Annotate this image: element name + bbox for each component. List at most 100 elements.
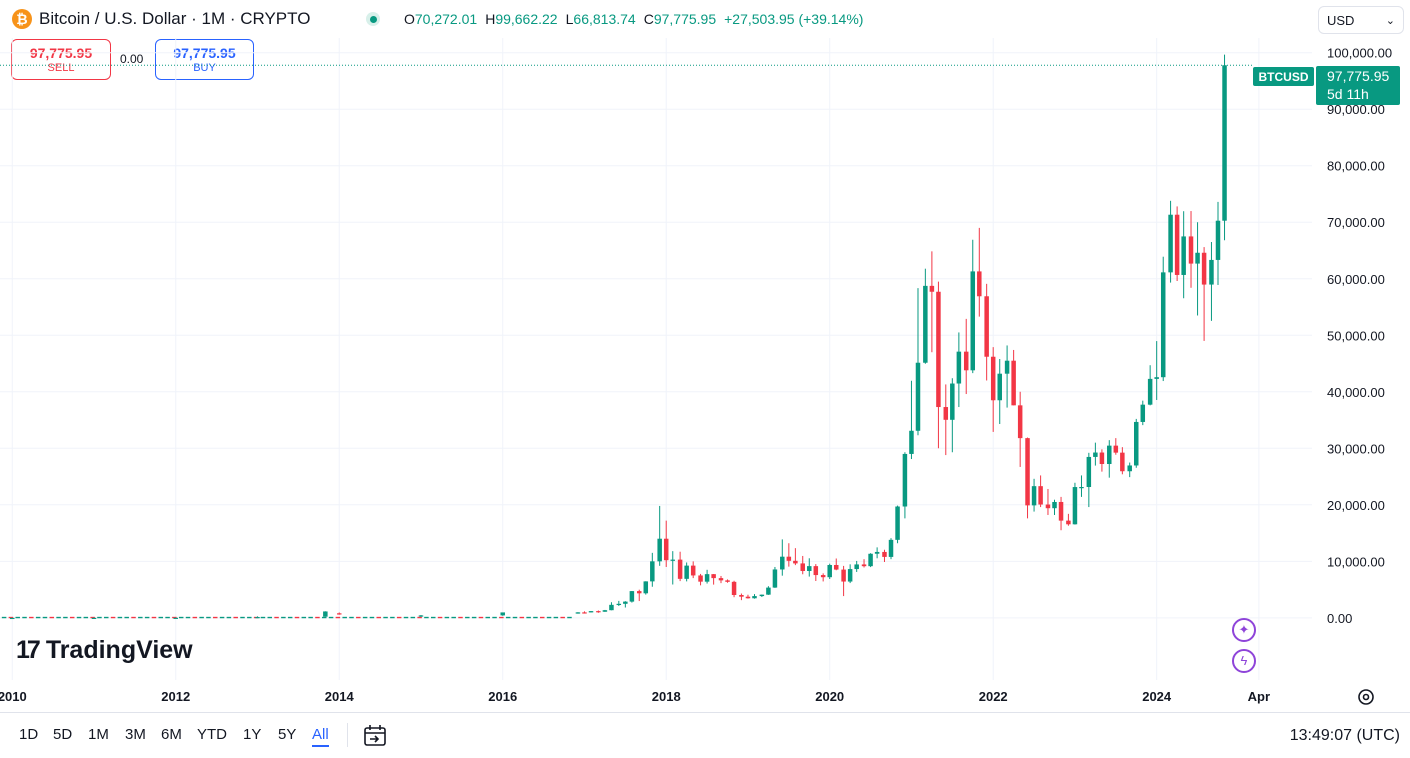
- candle: [362, 616, 368, 619]
- candle-body: [1174, 214, 1180, 275]
- x-tick-label: 2010: [0, 689, 27, 704]
- candle: [704, 569, 710, 584]
- range-button-ytd[interactable]: YTD: [197, 726, 227, 743]
- candle-body: [731, 581, 737, 596]
- candle-body: [10, 617, 15, 620]
- candle-body: [950, 383, 955, 420]
- candle-body: [1086, 456, 1092, 488]
- market-status-icon[interactable]: [366, 12, 380, 26]
- calendar-goto-icon[interactable]: [362, 723, 388, 749]
- candle: [369, 616, 375, 619]
- ohlc-legend: O70,272.01 H99,662.22 L66,813.74 C97,775.95…: [404, 11, 863, 27]
- range-button-1m[interactable]: 1M: [88, 726, 109, 743]
- candle: [868, 553, 873, 568]
- candle-body: [963, 351, 969, 371]
- candle: [444, 616, 450, 619]
- sparkle-icon[interactable]: ✦: [1232, 618, 1256, 642]
- candle-body: [596, 611, 601, 613]
- candle: [219, 616, 225, 619]
- candle: [629, 590, 635, 603]
- candle: [144, 616, 150, 619]
- symbol-title[interactable]: Bitcoin / U.S. Dollar · 1M · CRYPTO: [39, 9, 311, 28]
- candle-body: [1134, 421, 1139, 466]
- candle: [936, 281, 941, 449]
- candle: [322, 616, 327, 619]
- candle: [117, 616, 123, 619]
- candle: [323, 611, 328, 617]
- candle: [1188, 211, 1194, 288]
- candle: [418, 615, 424, 617]
- candle: [963, 318, 969, 395]
- candle: [110, 616, 116, 619]
- candle: [410, 616, 416, 619]
- range-button-3m[interactable]: 3M: [125, 726, 146, 743]
- range-button-1d[interactable]: 1D: [19, 726, 39, 743]
- candle: [997, 359, 1002, 424]
- candle: [390, 616, 395, 619]
- candle-body: [173, 617, 178, 619]
- utc-clock[interactable]: 13:49:07 (UTC): [1289, 727, 1400, 744]
- candle: [499, 616, 504, 619]
- candle-body: [739, 595, 744, 597]
- close-label: C: [643, 11, 654, 27]
- candle-body: [1079, 487, 1084, 489]
- tradingview-wordmark: TradingView: [45, 636, 193, 664]
- candle-body: [1140, 404, 1146, 422]
- candle: [813, 564, 819, 581]
- candle: [1160, 256, 1166, 382]
- y-tick-label: 100,000.00: [1327, 46, 1392, 61]
- close-value: 97,775.95: [653, 11, 717, 27]
- candle-body: [1181, 236, 1186, 275]
- candle: [308, 616, 313, 619]
- range-button-1y[interactable]: 1Y: [243, 726, 262, 743]
- tradingview-logo[interactable]: 17 TradingView: [16, 636, 193, 665]
- candle: [990, 347, 996, 432]
- candle-body: [704, 574, 710, 582]
- candle: [1004, 345, 1010, 408]
- candle-body: [745, 596, 751, 599]
- candle: [909, 380, 914, 460]
- candle-body: [500, 612, 505, 616]
- candle-body: [895, 506, 900, 540]
- candle-body: [616, 603, 622, 606]
- candle-body: [1072, 487, 1078, 525]
- candle-body: [725, 580, 730, 582]
- range-button-all[interactable]: All: [312, 726, 329, 747]
- candle-body: [1201, 252, 1207, 285]
- gear-icon[interactable]: [1355, 686, 1377, 708]
- candle: [1154, 341, 1159, 400]
- price-chart[interactable]: 0.00 10,000.00 20,000.00 30,000.00 40,000.00…: [0, 0, 1410, 712]
- candle: [984, 283, 989, 381]
- candle: [1066, 513, 1071, 526]
- candle-body: [936, 291, 941, 408]
- currency-select[interactable]: USD ⌄: [1318, 6, 1404, 34]
- candle-body: [841, 569, 846, 582]
- candle-body: [923, 285, 928, 363]
- candle-body: [582, 612, 587, 614]
- candle-body: [820, 575, 826, 578]
- candle: [841, 565, 846, 597]
- candle: [336, 612, 342, 615]
- candle: [1011, 349, 1016, 406]
- candle: [485, 616, 490, 619]
- candle-body: [690, 565, 696, 576]
- candle: [1127, 462, 1132, 478]
- candle: [752, 594, 757, 599]
- candle-body: [868, 553, 873, 567]
- lightning-icon[interactable]: ϟ: [1232, 649, 1256, 673]
- high-value: 99,662.22: [495, 11, 558, 27]
- candle: [588, 611, 594, 613]
- candle-body: [1058, 501, 1064, 521]
- candle: [35, 616, 41, 619]
- candle: [1147, 365, 1153, 406]
- range-button-5d[interactable]: 5D: [53, 726, 73, 743]
- candle-body: [909, 430, 914, 454]
- candle: [206, 616, 211, 619]
- range-button-5y[interactable]: 5Y: [278, 726, 297, 743]
- candle: [151, 616, 157, 619]
- candle: [1052, 499, 1057, 515]
- range-button-6m[interactable]: 6M: [161, 726, 182, 743]
- x-tick-label: 2022: [979, 689, 1008, 704]
- candle: [233, 616, 238, 619]
- candle-body: [718, 578, 724, 581]
